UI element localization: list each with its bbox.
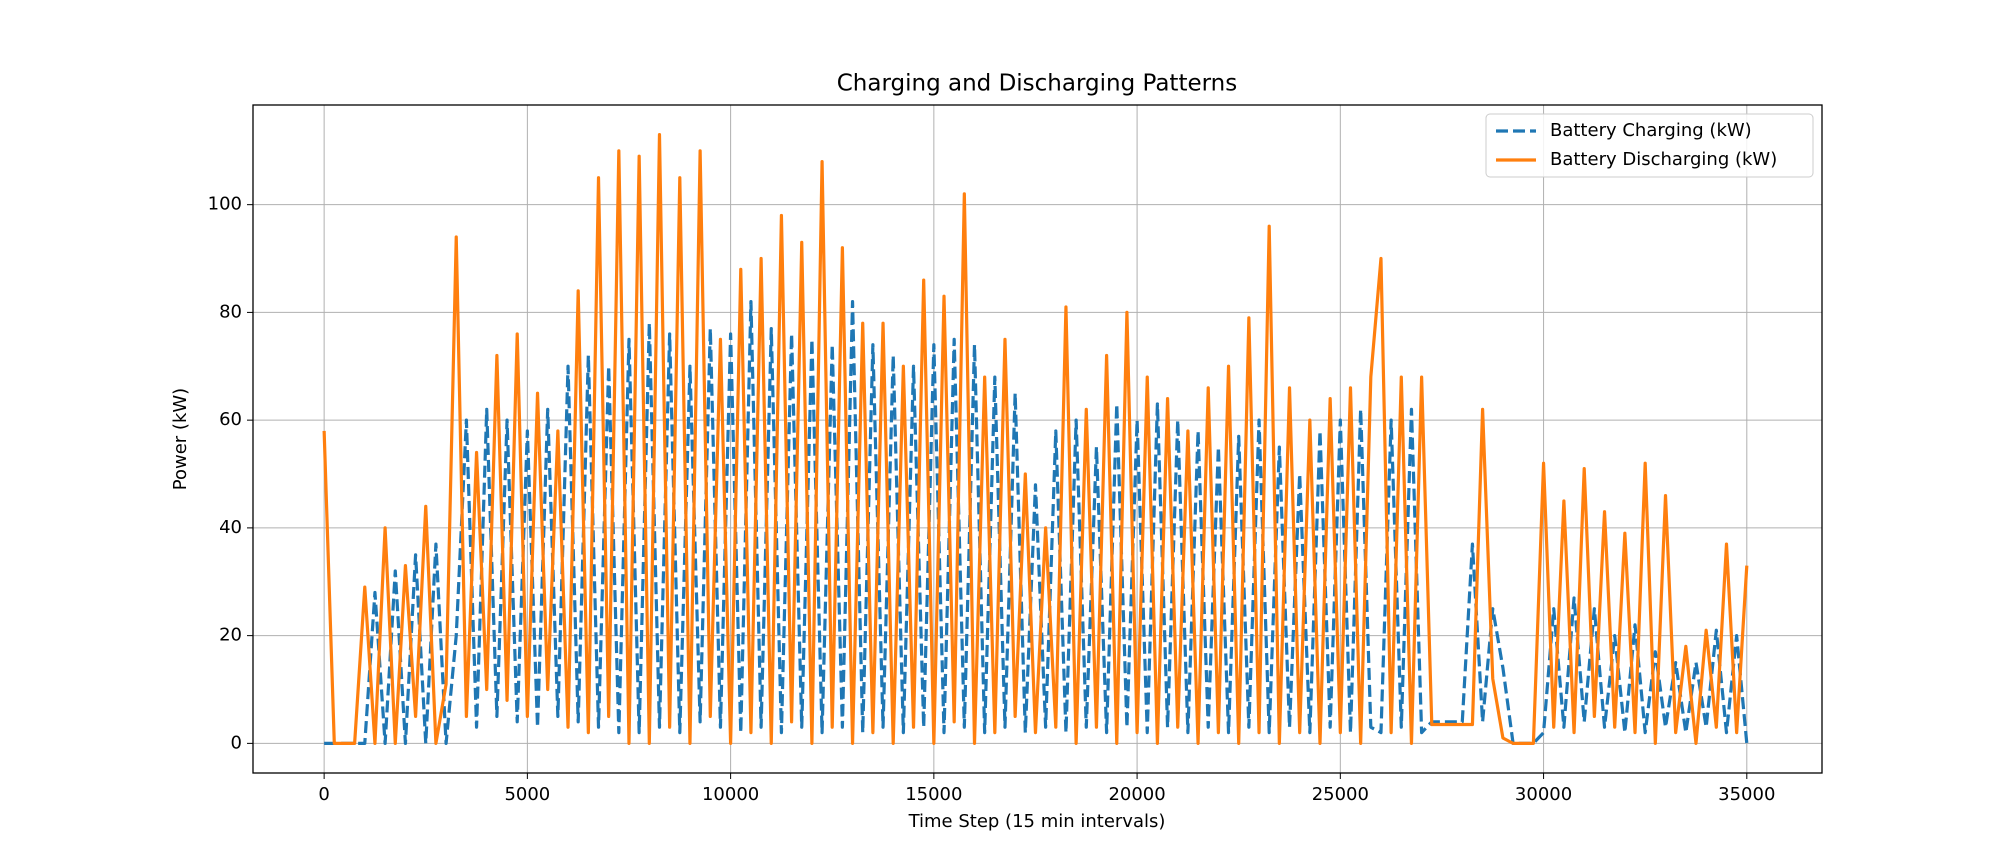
x-tick-label: 25000 bbox=[1312, 784, 1369, 805]
plot-frame bbox=[252, 104, 1823, 774]
x-tick-label: 15000 bbox=[905, 784, 962, 805]
y-tick-label: 80 bbox=[219, 301, 242, 322]
y-tick-label: 0 bbox=[231, 732, 242, 753]
y-tick-label: 40 bbox=[219, 517, 242, 538]
x-axis-label: Time Step (15 min intervals) bbox=[908, 811, 1166, 832]
x-tick-label: 0 bbox=[318, 784, 329, 805]
x-tick-label: 5000 bbox=[504, 784, 550, 805]
series-line bbox=[322, 133, 1749, 745]
legend-box bbox=[1485, 113, 1814, 178]
legend-label: Battery Charging (kW) bbox=[1550, 120, 1752, 141]
x-tick-label: 35000 bbox=[1718, 784, 1775, 805]
y-axis-label: Power (kW) bbox=[170, 388, 191, 490]
y-tick-label: 20 bbox=[219, 625, 242, 646]
series-line bbox=[324, 300, 1749, 745]
y-tick-label: 100 bbox=[208, 194, 242, 215]
chart-title: Charging and Discharging Patterns bbox=[837, 71, 1238, 97]
y-tick-label: 60 bbox=[219, 409, 242, 430]
legend-label: Battery Discharging (kW) bbox=[1550, 149, 1777, 170]
x-tick-label: 10000 bbox=[702, 784, 759, 805]
x-tick-label: 20000 bbox=[1108, 784, 1165, 805]
x-tick-label: 30000 bbox=[1515, 784, 1572, 805]
